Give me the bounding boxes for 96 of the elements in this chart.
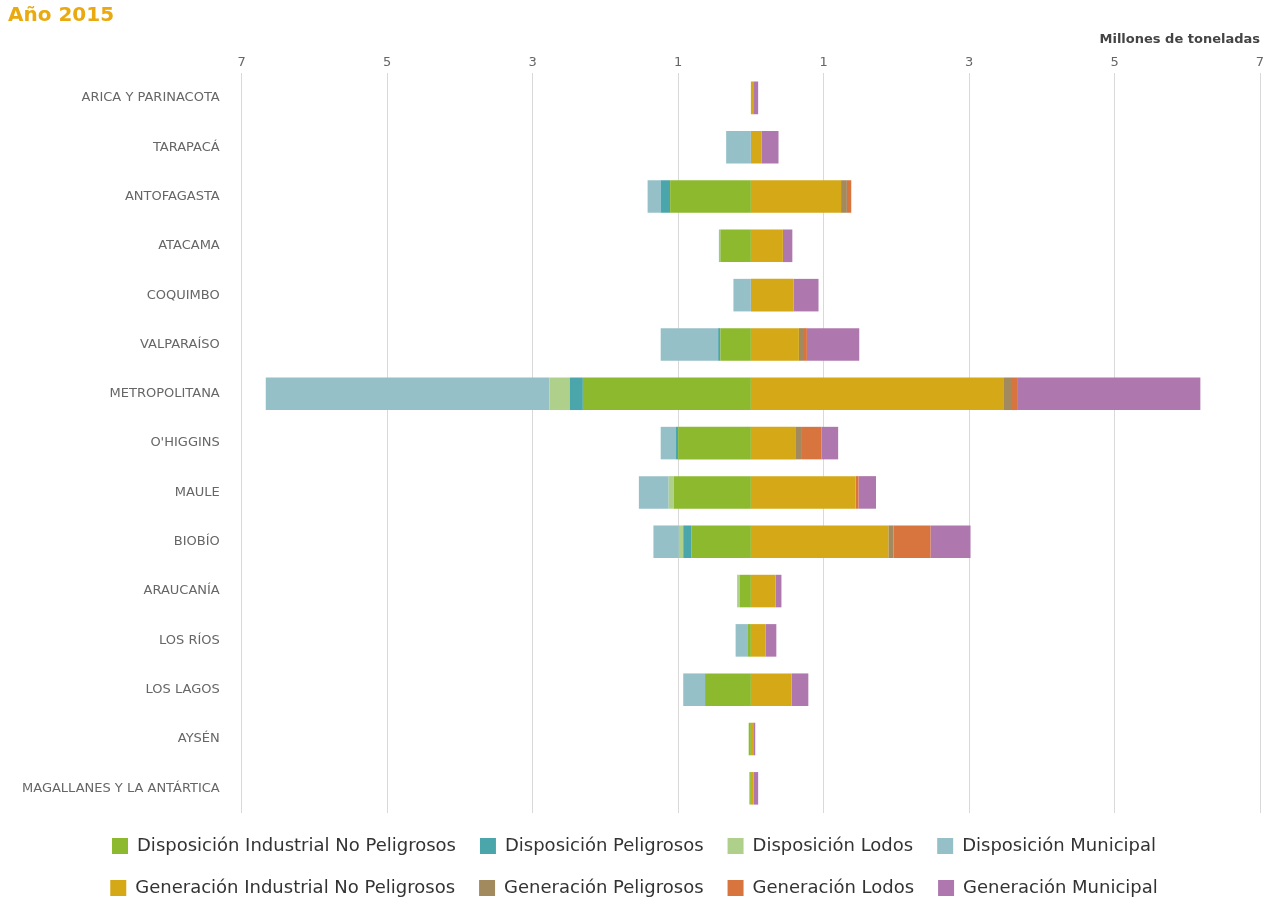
x-tick-label: 1 — [819, 53, 828, 69]
bar — [753, 81, 759, 115]
bar — [678, 426, 751, 460]
x-tick-label: 7 — [1255, 53, 1265, 69]
bar — [750, 130, 762, 164]
bar — [718, 328, 721, 361]
bar — [855, 476, 859, 509]
bar — [660, 328, 719, 361]
bar — [761, 130, 779, 164]
bar — [549, 377, 570, 411]
y-tick-label: METROPOLITANA — [109, 385, 220, 401]
bar — [801, 426, 822, 460]
y-tick-label: AYSÉN — [177, 730, 220, 746]
x-tick-label: 7 — [237, 53, 246, 69]
bar — [803, 328, 807, 361]
x-tick-label: 1 — [674, 53, 683, 69]
x-tick-label: 3 — [964, 53, 974, 69]
bar — [750, 624, 766, 657]
bar — [691, 525, 751, 559]
bar — [739, 574, 751, 608]
legend-label: Disposición Lodos — [752, 833, 914, 855]
bar — [888, 525, 894, 559]
y-tick-label: ANTOFAGASTA — [124, 187, 220, 203]
bar — [750, 328, 799, 361]
bar — [750, 377, 1004, 411]
bar — [668, 476, 674, 509]
x-tick-label: 5 — [383, 53, 392, 69]
bar — [582, 377, 751, 411]
bar — [793, 278, 819, 312]
x-axis-title: Millones de toneladas — [1099, 31, 1261, 47]
bar — [753, 772, 759, 805]
bar — [765, 624, 777, 657]
bar — [806, 328, 860, 361]
bar — [798, 328, 804, 361]
legend-label: Disposición Municipal — [962, 833, 1156, 855]
legend-label: Generación Municipal — [963, 875, 1158, 897]
bar — [791, 673, 809, 706]
bar — [660, 426, 676, 460]
bar — [795, 426, 802, 460]
bar — [673, 476, 751, 509]
bar — [846, 180, 852, 213]
bar — [1003, 377, 1012, 411]
legend-label: Generación Lodos — [752, 875, 915, 897]
y-tick-label: LOS RÍOS — [159, 631, 220, 647]
bar — [782, 229, 793, 263]
bar — [893, 525, 931, 559]
y-tick-label: O'HIGGINS — [150, 434, 220, 450]
y-tick-label: COQUIMBO — [146, 286, 220, 302]
x-tick-label: 3 — [528, 53, 537, 69]
text: Año 2015 — [8, 2, 115, 27]
bar — [750, 574, 776, 608]
bar — [647, 180, 661, 213]
bar — [569, 377, 583, 411]
bar — [858, 476, 876, 509]
x-tick-label: 5 — [1110, 53, 1119, 69]
y-tick-label: MAULE — [174, 483, 220, 499]
bar — [720, 229, 751, 263]
bar — [705, 673, 751, 706]
bar — [670, 180, 751, 213]
bar — [733, 278, 751, 312]
y-tick-label: ARICA Y PARINACOTA — [81, 89, 220, 105]
bar — [750, 673, 792, 706]
bar — [638, 476, 669, 509]
y-tick-label: VALPARAÍSO — [139, 335, 220, 351]
bar — [821, 426, 839, 460]
bar — [726, 130, 751, 164]
bar — [720, 328, 751, 361]
y-tick-label: ATACAMA — [158, 237, 220, 253]
bar — [653, 525, 679, 559]
bar — [683, 673, 706, 706]
y-tick-label: LOS LAGOS — [145, 681, 220, 697]
legend-label: Disposición Peligrosos — [504, 833, 704, 855]
bar — [750, 525, 889, 559]
bar — [675, 426, 679, 460]
bar — [265, 377, 550, 411]
bar — [683, 525, 692, 559]
bar — [1011, 377, 1018, 411]
bar — [930, 525, 971, 559]
bar — [678, 525, 684, 559]
legend-label: Generación Industrial No Peligrosos — [135, 875, 456, 897]
y-tick-label: TARAPACÁ — [151, 138, 220, 154]
bar — [660, 180, 671, 213]
y-tick-label: ARAUCANÍA — [143, 582, 220, 598]
bar — [750, 278, 794, 312]
bar — [750, 426, 796, 460]
legend-label: Generación Peligrosos — [504, 875, 704, 897]
bar — [750, 229, 783, 263]
bar — [750, 476, 856, 509]
bar — [747, 624, 751, 657]
bar — [750, 180, 842, 213]
bar — [735, 624, 748, 657]
bar — [1017, 377, 1201, 411]
y-tick-label: BIOBÍO — [173, 533, 220, 549]
y-tick-label: MAGALLANES Y LA ANTÁRTICA — [22, 779, 220, 795]
bar — [841, 180, 847, 213]
legend-label: Disposición Industrial No Peligrosos — [137, 833, 456, 855]
